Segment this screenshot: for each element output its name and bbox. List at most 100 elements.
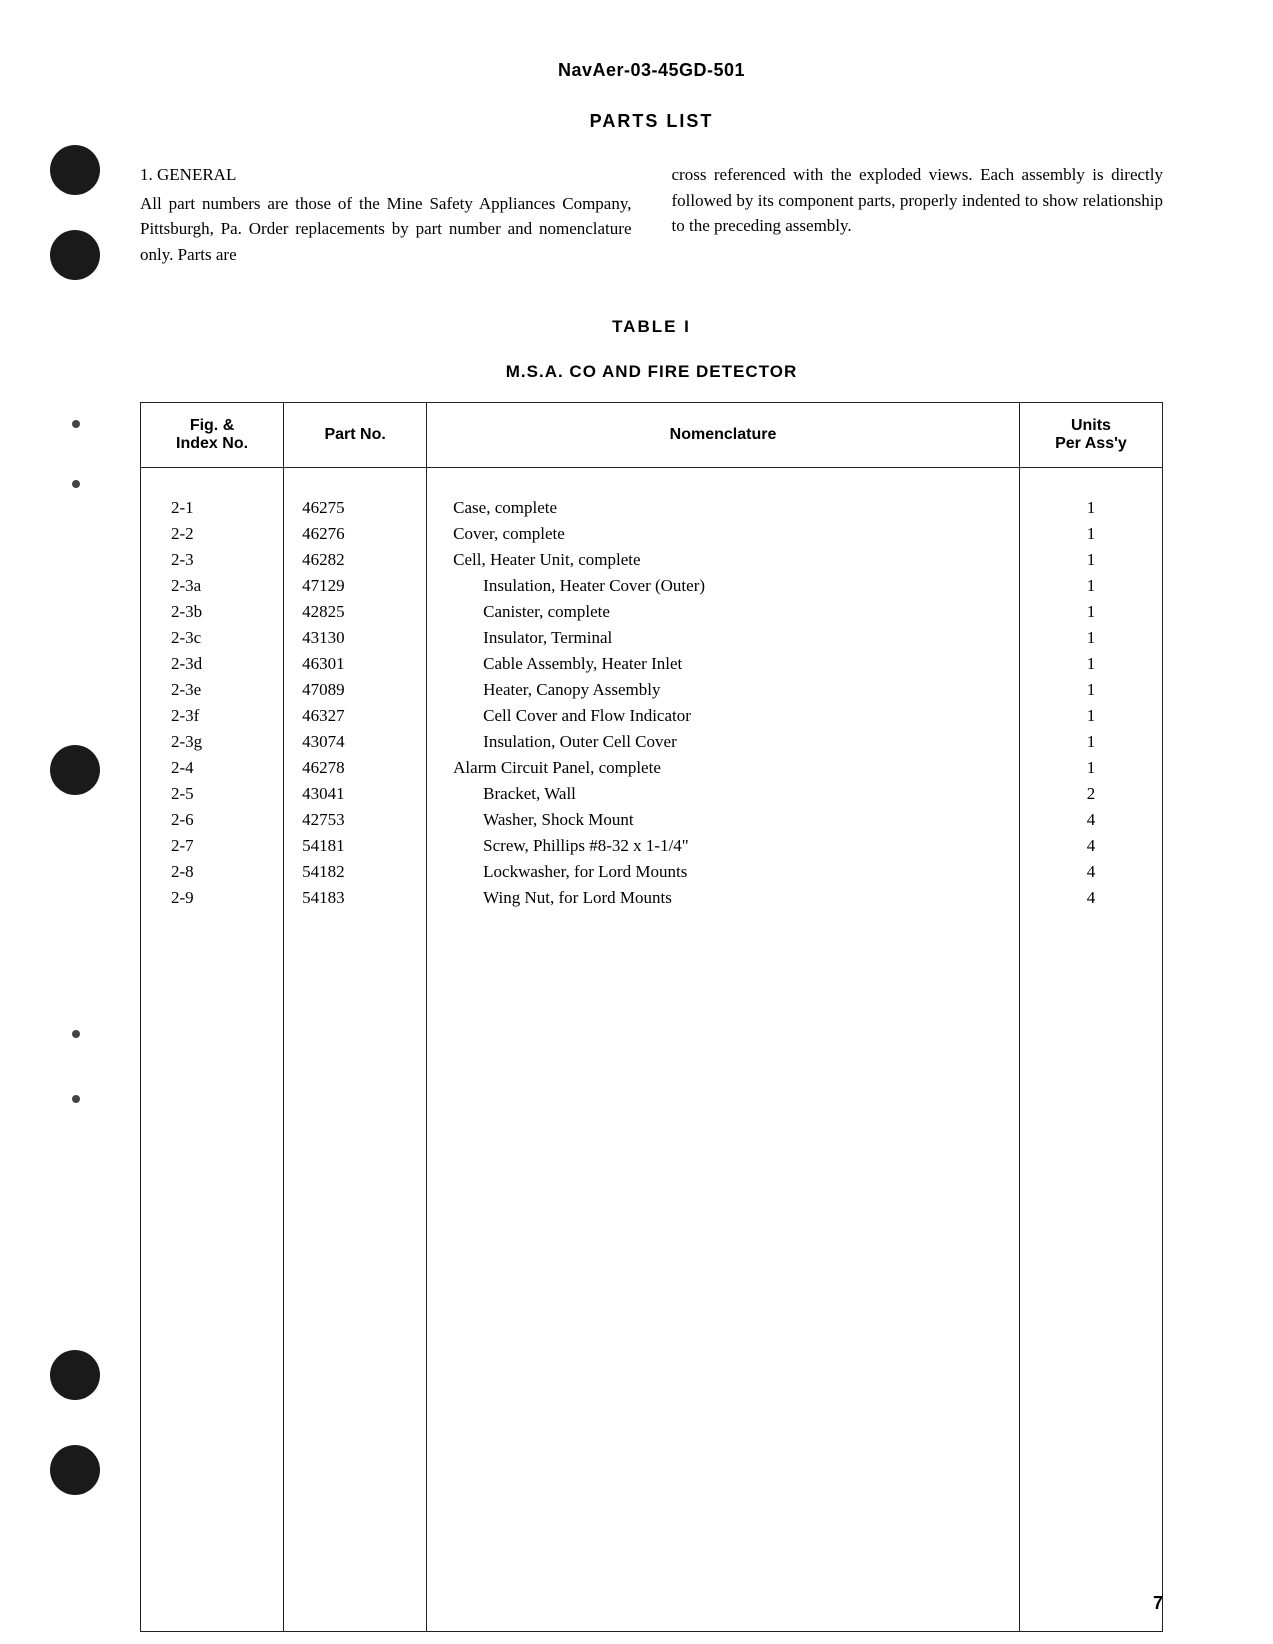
cell-part-no: 43074 [284, 729, 427, 755]
intro-text-left: All part numbers are those of the Mine S… [140, 194, 632, 264]
table-row: 2-3f46327Cell Cover and Flow Indicator1 [141, 703, 1163, 729]
cell-units: 1 [1019, 625, 1162, 651]
table-row: 2-3e47089Heater, Canopy Assembly1 [141, 677, 1163, 703]
cell-fig-index: 2-5 [141, 781, 284, 807]
cell-nomenclature: Canister, complete [427, 599, 1020, 625]
table-header-row: Fig. & Index No. Part No. Nomenclature U… [141, 403, 1163, 468]
cell-fig-index: 2-6 [141, 807, 284, 833]
cell-part-no: 43041 [284, 781, 427, 807]
cell-part-no: 54182 [284, 859, 427, 885]
table-row: 2-954183Wing Nut, for Lord Mounts4 [141, 885, 1163, 911]
page-speck [72, 1095, 80, 1103]
cell-nomenclature: Case, complete [427, 468, 1020, 522]
table-body: 2-146275Case, complete12-246276Cover, co… [141, 468, 1163, 1632]
table-row: 2-3c43130Insulator, Terminal1 [141, 625, 1163, 651]
cell-part-no: 42825 [284, 599, 427, 625]
punch-hole [50, 1445, 100, 1495]
cell-nomenclature: Bracket, Wall [427, 781, 1020, 807]
document-header: NavAer-03-45GD-501 [140, 60, 1163, 81]
cell-part-no: 46275 [284, 468, 427, 522]
cell-part-no: 47089 [284, 677, 427, 703]
table-row: 2-246276Cover, complete1 [141, 521, 1163, 547]
header-nomenclature: Nomenclature [427, 403, 1020, 468]
section-number: 1. GENERAL [140, 162, 632, 188]
cell-units: 4 [1019, 807, 1162, 833]
cell-nomenclature: Wing Nut, for Lord Mounts [427, 885, 1020, 911]
cell-fig-index: 2-9 [141, 885, 284, 911]
cell-fig-index: 2-7 [141, 833, 284, 859]
cell-units: 1 [1019, 599, 1162, 625]
cell-nomenclature: Cell, Heater Unit, complete [427, 547, 1020, 573]
cell-units: 4 [1019, 833, 1162, 859]
cell-units: 1 [1019, 677, 1162, 703]
header-part-no: Part No. [284, 403, 427, 468]
table-row: 2-3d46301Cable Assembly, Heater Inlet1 [141, 651, 1163, 677]
punch-hole [50, 145, 100, 195]
cell-units: 1 [1019, 573, 1162, 599]
punch-hole [50, 230, 100, 280]
cell-part-no: 54181 [284, 833, 427, 859]
page-speck [72, 1030, 80, 1038]
cell-fig-index: 2-8 [141, 859, 284, 885]
cell-fig-index: 2-3c [141, 625, 284, 651]
cell-nomenclature: Screw, Phillips #8-32 x 1-1/4" [427, 833, 1020, 859]
cell-fig-index: 2-3f [141, 703, 284, 729]
cell-units: 1 [1019, 729, 1162, 755]
cell-fig-index: 2-3d [141, 651, 284, 677]
cell-units: 2 [1019, 781, 1162, 807]
cell-part-no: 46282 [284, 547, 427, 573]
table-subtitle: M.S.A. CO AND FIRE DETECTOR [140, 362, 1163, 382]
cell-part-no: 46276 [284, 521, 427, 547]
cell-fig-index: 2-3e [141, 677, 284, 703]
page-number: 7 [1153, 1593, 1163, 1614]
cell-units: 4 [1019, 859, 1162, 885]
cell-nomenclature: Cell Cover and Flow Indicator [427, 703, 1020, 729]
cell-nomenclature: Washer, Shock Mount [427, 807, 1020, 833]
table-row: 2-543041Bracket, Wall2 [141, 781, 1163, 807]
cell-nomenclature: Alarm Circuit Panel, complete [427, 755, 1020, 781]
parts-table: Fig. & Index No. Part No. Nomenclature U… [140, 402, 1163, 1632]
table-row: 2-446278Alarm Circuit Panel, complete1 [141, 755, 1163, 781]
intro-column-left: 1. GENERAL All part numbers are those of… [140, 162, 632, 267]
cell-part-no: 43130 [284, 625, 427, 651]
intro-section: 1. GENERAL All part numbers are those of… [140, 162, 1163, 267]
cell-nomenclature: Cover, complete [427, 521, 1020, 547]
page-speck [72, 480, 80, 488]
cell-units: 1 [1019, 468, 1162, 522]
table-spacer-row [141, 911, 1163, 1631]
cell-fig-index: 2-3a [141, 573, 284, 599]
cell-part-no: 54183 [284, 885, 427, 911]
cell-units: 1 [1019, 651, 1162, 677]
cell-part-no: 46327 [284, 703, 427, 729]
cell-fig-index: 2-2 [141, 521, 284, 547]
cell-part-no: 46301 [284, 651, 427, 677]
cell-nomenclature: Cable Assembly, Heater Inlet [427, 651, 1020, 677]
cell-fig-index: 2-3 [141, 547, 284, 573]
cell-part-no: 42753 [284, 807, 427, 833]
table-row: 2-3a47129Insulation, Heater Cover (Outer… [141, 573, 1163, 599]
page-title: PARTS LIST [140, 111, 1163, 132]
table-row: 2-754181Screw, Phillips #8-32 x 1-1/4"4 [141, 833, 1163, 859]
cell-fig-index: 2-4 [141, 755, 284, 781]
header-fig-index: Fig. & Index No. [141, 403, 284, 468]
cell-fig-index: 2-1 [141, 468, 284, 522]
intro-text-right: cross referenced with the exploded views… [672, 165, 1164, 235]
cell-units: 1 [1019, 755, 1162, 781]
table-row: 2-3g43074Insulation, Outer Cell Cover1 [141, 729, 1163, 755]
cell-fig-index: 2-3g [141, 729, 284, 755]
cell-units: 1 [1019, 547, 1162, 573]
cell-units: 1 [1019, 521, 1162, 547]
cell-nomenclature: Insulation, Outer Cell Cover [427, 729, 1020, 755]
cell-nomenclature: Insulator, Terminal [427, 625, 1020, 651]
table-row: 2-146275Case, complete1 [141, 468, 1163, 522]
table-row: 2-3b42825Canister, complete1 [141, 599, 1163, 625]
cell-part-no: 47129 [284, 573, 427, 599]
cell-units: 4 [1019, 885, 1162, 911]
cell-fig-index: 2-3b [141, 599, 284, 625]
cell-nomenclature: Heater, Canopy Assembly [427, 677, 1020, 703]
table-title: TABLE I [140, 317, 1163, 337]
table-row: 2-854182Lockwasher, for Lord Mounts4 [141, 859, 1163, 885]
punch-hole [50, 1350, 100, 1400]
cell-units: 1 [1019, 703, 1162, 729]
punch-hole [50, 745, 100, 795]
